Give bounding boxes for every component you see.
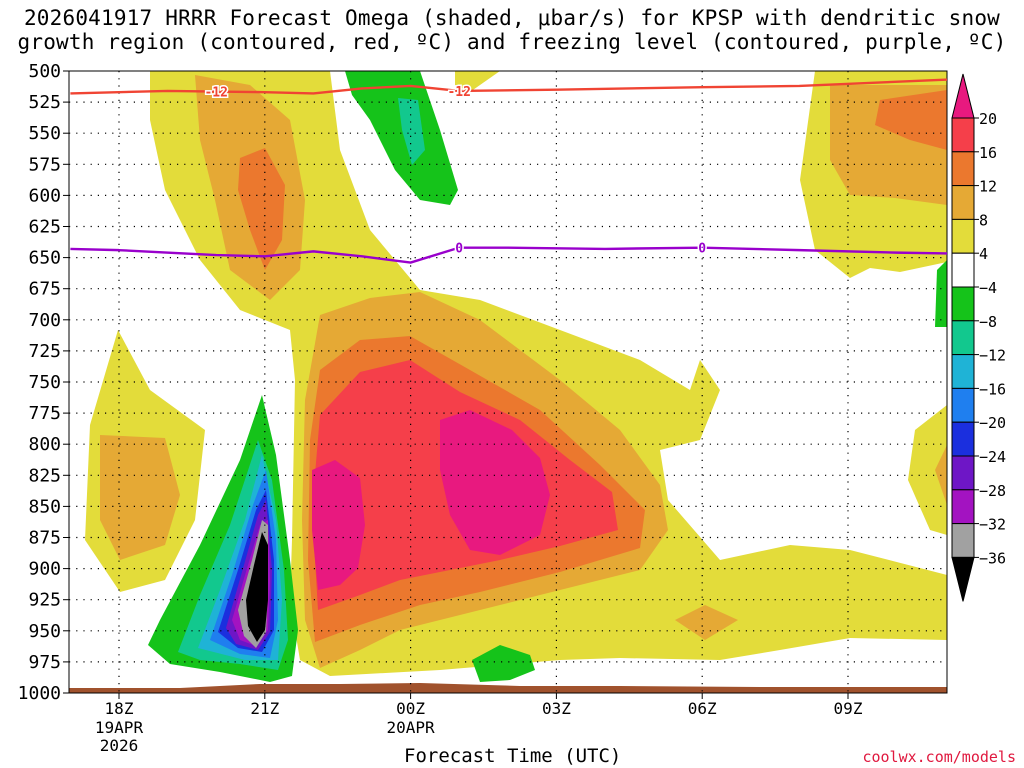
colorbar-label: −32: [979, 516, 1006, 534]
colorbar-label: −36: [979, 549, 1006, 567]
colorbar-label: 12: [979, 178, 997, 196]
omega-fill-20plus-right: [440, 410, 550, 555]
y-tick-label: 850: [28, 496, 61, 517]
source-credit[interactable]: coolwx.com/models: [862, 748, 1016, 766]
colorbar-label: −12: [979, 347, 1006, 365]
dendritic-contour-line: [70, 78, 947, 95]
terrain-surface: [69, 683, 947, 693]
freezing-level-contour-label: 0: [698, 242, 706, 257]
y-tick-label: 550: [28, 123, 61, 144]
y-tick-label: 925: [28, 590, 61, 611]
x-tick-label: 06Z: [688, 699, 717, 718]
colorbar-top-arrow: [951, 73, 975, 119]
colorbar-swatch: [951, 523, 975, 558]
y-tick-label: 650: [28, 248, 61, 269]
colorbar-swatch: [951, 151, 975, 187]
omega-fill-4to8-top: [455, 71, 500, 92]
freezing-level-contour-label: 0: [455, 242, 463, 257]
y-tick-label: 825: [28, 465, 61, 486]
x-tick-date: 19APR: [95, 718, 144, 737]
title-line-2: growth region (contoured, red, ºC) and f…: [17, 30, 1007, 54]
colorbar-swatch: [951, 320, 975, 356]
credit-text[interactable]: coolwx.com/models: [862, 748, 1016, 766]
omega-fill-8to12-left: [100, 435, 180, 560]
title-line-1: 2026041917 HRRR Forecast Omega (shaded, …: [23, 6, 1001, 30]
y-tick-label: 575: [28, 154, 61, 175]
colorbar-label: −24: [979, 448, 1006, 466]
x-tick-date: 20APR: [387, 718, 436, 737]
y-tick-label: 600: [28, 185, 61, 206]
omega-fill-8to12-small: [675, 605, 738, 640]
colorbar-swatch: [951, 455, 975, 491]
y-tick-label: 675: [28, 279, 61, 300]
y-tick-label: 975: [28, 652, 61, 673]
dendritic-contour-label: -12: [447, 85, 470, 100]
colorbar-label: −4: [979, 279, 997, 297]
colorbar-label: −20: [979, 414, 1006, 432]
colorbar-label: 8: [979, 211, 988, 229]
colorbar-label: 16: [979, 144, 997, 162]
omega-fill-neg12-upper: [398, 98, 425, 165]
colorbar-label: −8: [979, 313, 997, 331]
omega-fill-neg8-lower: [472, 645, 535, 682]
x-tick-label: 21Z: [250, 699, 279, 718]
colorbar-label: −28: [979, 482, 1006, 500]
y-tick-label: 775: [28, 403, 61, 424]
freezing-level-contour-line: [70, 246, 947, 264]
x-tick-label: 18Z: [105, 699, 134, 718]
colorbar-swatch: [951, 421, 975, 457]
dendritic-contour-label: -12: [204, 86, 227, 101]
y-tick-label: 950: [28, 621, 61, 642]
omega-core-descent: [148, 395, 298, 682]
chart-title: 2026041917 HRRR Forecast Omega (shaded, …: [0, 6, 1024, 54]
y-tick-label: 625: [28, 217, 61, 238]
y-tick-label: 900: [28, 559, 61, 580]
y-axis: 500 525 550 575 600 625 650 675 700 725 750 775 800 8…: [18, 61, 69, 704]
colorbar-swatch: [951, 387, 975, 423]
colorbar-swatch: [951, 218, 975, 254]
x-axis-label-text: Forecast Time (UTC): [404, 745, 622, 767]
x-tick-year: 2026: [100, 736, 139, 755]
x-tick-label: 03Z: [542, 699, 571, 718]
y-tick-label: 725: [28, 341, 61, 362]
colorbar-swatch: [951, 117, 975, 153]
y-tick-label: 700: [28, 310, 61, 331]
y-tick-label: 500: [28, 61, 61, 82]
omega-shading: [69, 71, 947, 693]
x-tick-label: 00Z: [396, 699, 425, 718]
y-tick-label: 800: [28, 434, 61, 455]
colorbar-label: 4: [979, 245, 988, 263]
omega-fill-neg8-right: [935, 260, 947, 327]
x-tick-label: 09Z: [834, 699, 863, 718]
y-tick-label: 875: [28, 528, 61, 549]
y-tick-label: 1000: [18, 683, 61, 704]
colorbar-swatch: [951, 286, 975, 322]
contour-labels: -12 -12 0 0: [203, 83, 708, 258]
y-tick-label: 750: [28, 372, 61, 393]
omega-fill-4to8-right: [908, 405, 947, 535]
colorbar-bottom-arrow: [951, 556, 975, 602]
colorbar-label: 20: [979, 110, 997, 128]
colorbar-swatch: [951, 354, 975, 389]
colorbar-label: −16: [979, 380, 1006, 398]
omega-fill-neg8-upper: [345, 71, 458, 205]
colorbar-swatch: [951, 489, 975, 525]
colorbar: 20 16 12 8 4 −4 −8 −12 −16 −20 −24 −28 −32 −36: [951, 73, 1006, 602]
omega-fill-extreme: [246, 532, 268, 642]
omega-fill-12to16-right: [875, 90, 947, 150]
omega-fill-20plus-left: [312, 460, 365, 590]
colorbar-swatch: [951, 252, 975, 288]
contour-lines: [70, 78, 947, 264]
omega-fill-12to16-upper: [238, 148, 285, 270]
colorbar-swatch: [951, 185, 975, 220]
y-tick-label: 525: [28, 92, 61, 113]
